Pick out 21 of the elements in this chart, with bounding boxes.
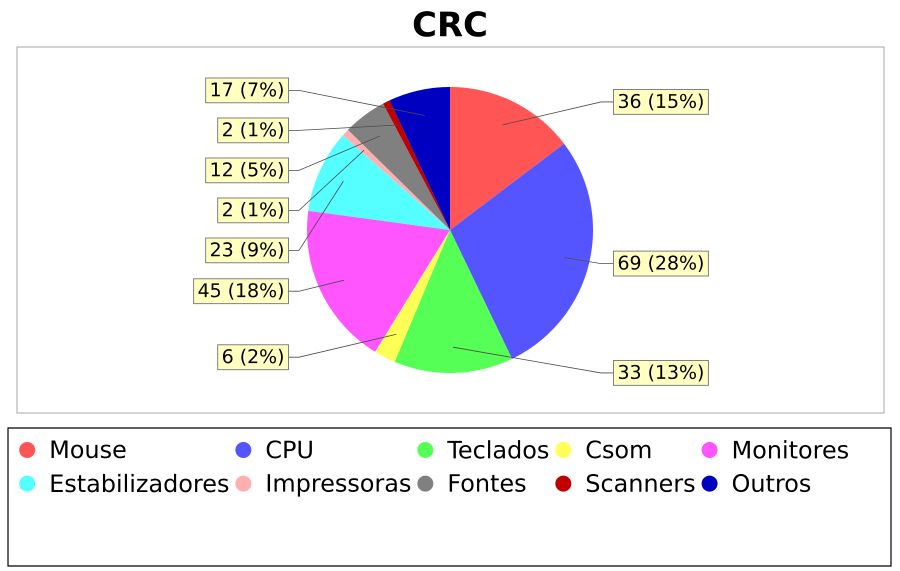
data-label: 45 (18%) xyxy=(198,282,283,300)
legend-label: Monitores xyxy=(734,440,848,459)
data-label: 17 (7%) xyxy=(212,82,283,99)
legend-label: Impressoras xyxy=(268,474,410,497)
legend-label: Outros xyxy=(732,474,810,492)
data-label: 12 (5%) xyxy=(212,162,283,179)
data-label: 2 (1%) xyxy=(223,122,283,139)
legend-label: Mouse xyxy=(52,440,126,458)
data-label: 2 (1%) xyxy=(223,202,283,219)
chart-title: CRC xyxy=(414,11,486,37)
legend-label: Estabilizadores xyxy=(52,474,228,492)
data-label: 23 (9%) xyxy=(211,242,283,259)
data-label: 36 (15%) xyxy=(618,94,703,110)
legend-label: Teclados xyxy=(447,440,548,459)
legend-label: Fontes xyxy=(450,474,526,492)
legend-label: CPU xyxy=(266,440,312,458)
data-label: 69 (28%) xyxy=(618,255,703,272)
legend-label: Csom xyxy=(586,440,650,458)
data-label: 6 (2%) xyxy=(222,348,283,366)
data-label: 33 (13%) xyxy=(618,364,703,382)
legend-label: Scanners xyxy=(586,474,694,492)
